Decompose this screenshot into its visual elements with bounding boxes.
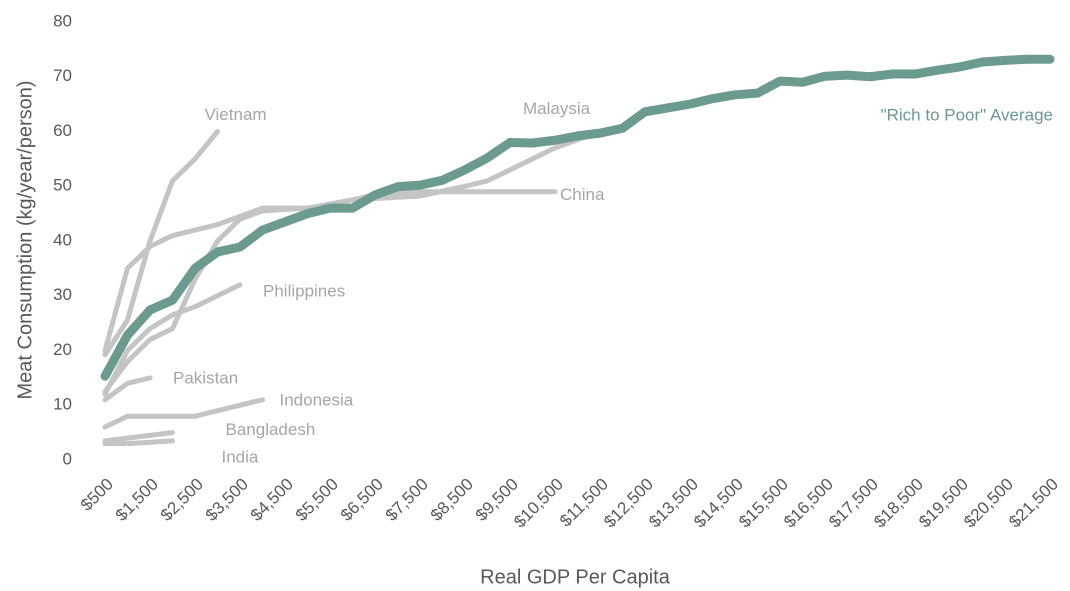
y-tick-label: 10 xyxy=(53,395,72,414)
y-tick-label: 80 xyxy=(53,11,72,30)
series-line xyxy=(102,375,153,403)
y-axis-label: Meat Consumption (kg/year/person) xyxy=(14,80,36,399)
y-tick-label: 20 xyxy=(53,340,72,359)
x-axis-label: Real GDP Per Capita xyxy=(480,566,671,588)
y-tick-label: 50 xyxy=(53,176,72,195)
series-label: Indonesia xyxy=(280,390,354,409)
x-tick-label: $13,500 xyxy=(645,475,702,532)
series-line xyxy=(102,438,175,447)
x-tick-label: $7,500 xyxy=(382,475,432,525)
series-label: India xyxy=(222,447,259,466)
series-label: "Rich to Poor" Average xyxy=(881,106,1053,125)
series-label: Malaysia xyxy=(523,99,591,118)
series-label: Bangladesh xyxy=(226,420,316,439)
y-tick-label: 30 xyxy=(53,285,72,304)
x-tick-label: $16,500 xyxy=(780,475,837,532)
x-tick-label: $8,500 xyxy=(427,475,477,525)
series-line xyxy=(100,54,1055,381)
x-tick-label: $500 xyxy=(77,475,117,515)
x-tick-label: $6,500 xyxy=(337,475,387,525)
x-tick-label: $1,500 xyxy=(112,475,162,525)
series-line xyxy=(102,129,603,395)
x-tick-label: $10,500 xyxy=(510,475,567,532)
x-tick-label: $19,500 xyxy=(915,475,972,532)
x-tick-label: $20,500 xyxy=(960,475,1017,532)
x-tick-label: $5,500 xyxy=(292,475,342,525)
series-line xyxy=(102,397,265,430)
series-line xyxy=(102,430,175,444)
series-label: Pakistan xyxy=(173,368,238,387)
y-tick-label: 60 xyxy=(53,121,72,140)
y-tick-label: 0 xyxy=(63,449,72,468)
x-tick-label: $3,500 xyxy=(202,475,252,525)
x-tick-label: $4,500 xyxy=(247,475,297,525)
x-tick-label: $2,500 xyxy=(157,475,207,525)
x-tick-label: $12,500 xyxy=(600,475,657,532)
series-line xyxy=(102,129,220,358)
x-tick-label: $17,500 xyxy=(825,475,882,532)
series-label: China xyxy=(560,185,605,204)
x-tick-label: $21,500 xyxy=(1005,475,1062,532)
series-line xyxy=(102,282,243,397)
x-tick-label: $18,500 xyxy=(870,475,927,532)
x-tick-label: $14,500 xyxy=(690,475,747,532)
x-tick-label: $15,500 xyxy=(735,475,792,532)
y-tick-label: 40 xyxy=(53,230,72,249)
series-label: Vietnam xyxy=(205,105,267,124)
series-label: Philippines xyxy=(263,281,345,300)
y-tick-label: 70 xyxy=(53,66,72,85)
